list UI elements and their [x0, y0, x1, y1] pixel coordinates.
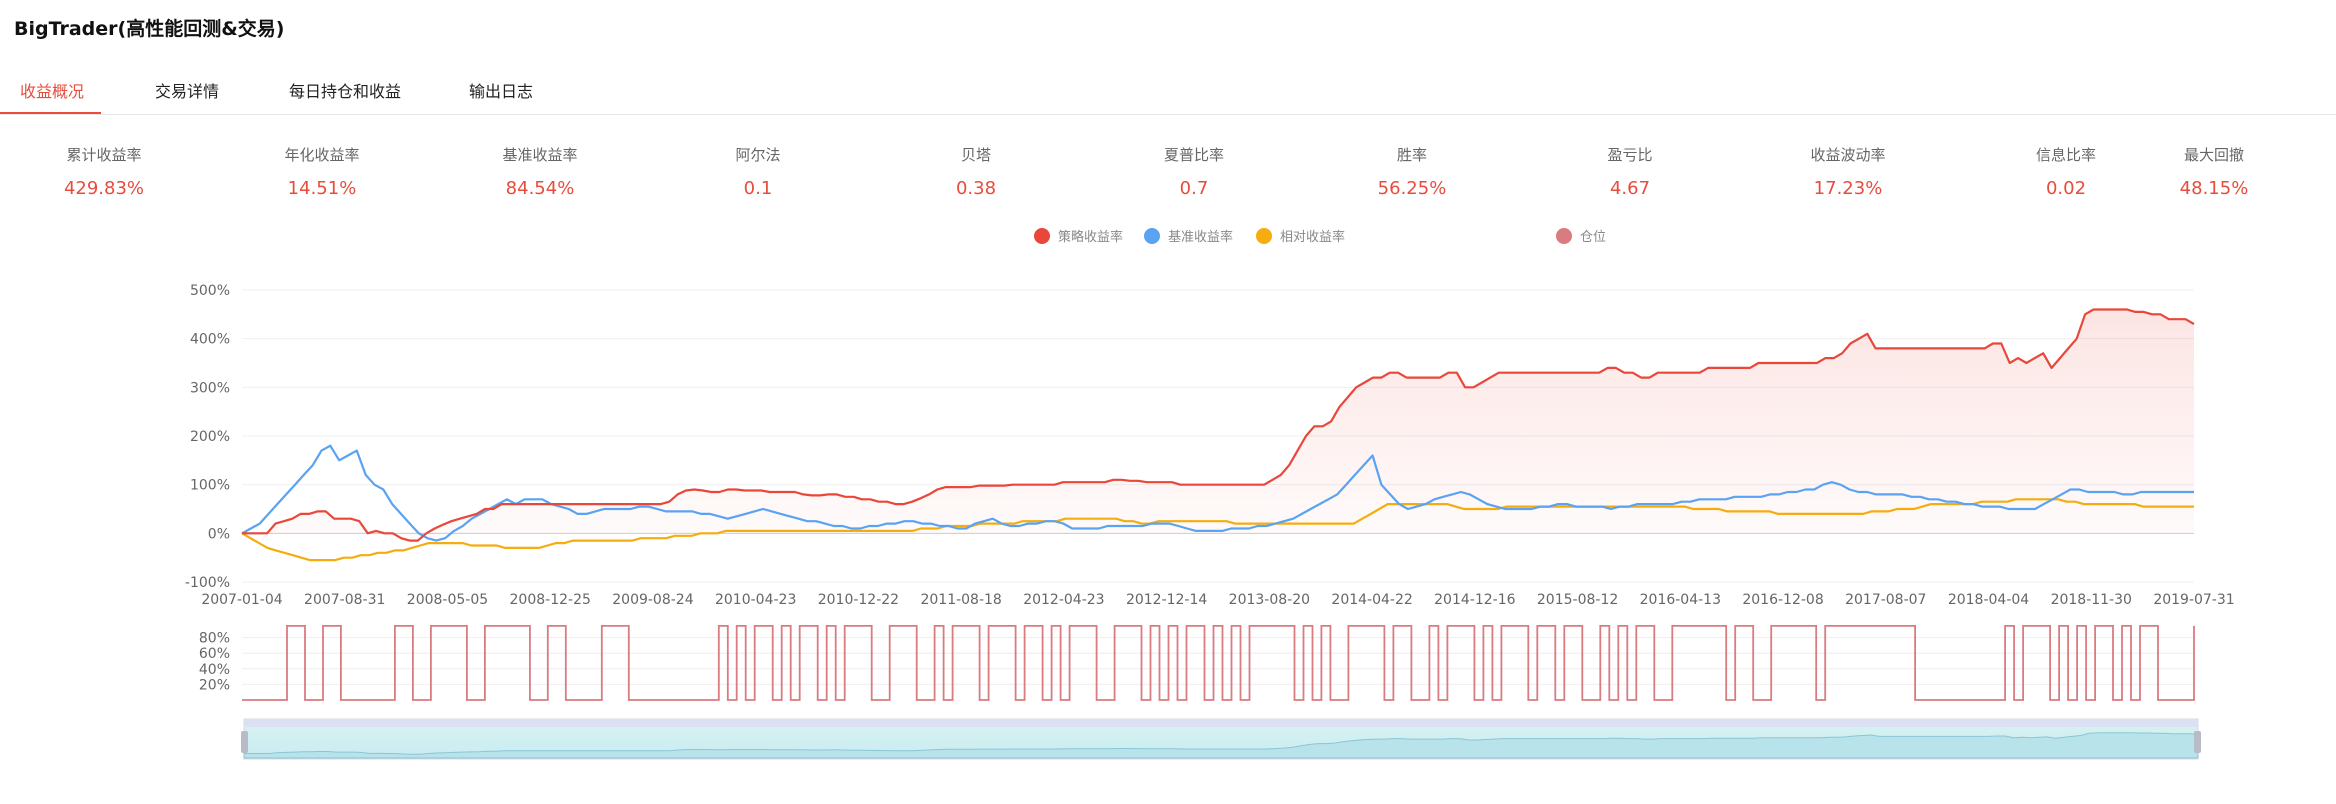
legend-label: 相对收益率	[1280, 230, 1346, 245]
x-tick-label: 2014-12-16	[1434, 592, 1515, 608]
x-tick-label: 2016-12-08	[1742, 592, 1823, 608]
strategy-area	[242, 309, 2194, 541]
x-tick-label: 2012-04-23	[1023, 592, 1104, 608]
y-tick-label: 400%	[190, 332, 230, 348]
metric-label: 阿尔法	[735, 146, 781, 164]
x-tick-label: 2013-08-20	[1229, 592, 1310, 608]
legend-label: 仓位	[1580, 230, 1607, 245]
y-tick-label: 200%	[190, 429, 230, 445]
x-tick-label: 2008-12-25	[510, 592, 591, 608]
x-tick-label: 2014-04-22	[1331, 592, 1412, 608]
legend-label: 基准收益率	[1168, 230, 1234, 245]
y-tick-label: 0%	[208, 526, 230, 542]
metric-volatility: 收益波动率 17.23%	[1758, 144, 1938, 199]
series-line-strategy	[242, 308, 2195, 542]
x-tick-label: 2012-12-14	[1126, 592, 1207, 608]
tab-daily-holdings[interactable]: 每日持仓和收益	[289, 82, 402, 101]
metric-label: 累计收益率	[66, 146, 142, 164]
legend-position[interactable]: 仓位	[1556, 226, 1606, 245]
x-tick-label: 2009-08-24	[612, 592, 693, 608]
legend-relative[interactable]: 相对收益率	[1256, 226, 1345, 245]
x-tick-label: 2018-11-30	[2051, 592, 2132, 608]
zoom-slider[interactable]	[241, 718, 2201, 760]
app-title: BigTrader(高性能回测&交易)	[14, 18, 285, 40]
y-tick-label: 300%	[190, 380, 230, 396]
x-tick-label: 2010-12-22	[818, 592, 899, 608]
legend-dot-icon	[1256, 228, 1272, 244]
x-tick-label: 2015-08-12	[1537, 592, 1618, 608]
metric-label: 收益波动率	[1810, 146, 1886, 164]
x-tick-label: 2018-04-04	[1948, 592, 2029, 608]
y-tick-label: 100%	[190, 478, 230, 494]
legend-dot-icon	[1556, 228, 1572, 244]
position-y-tick-label: 40%	[199, 662, 230, 678]
metric-value: 0.02	[2045, 178, 2087, 199]
position-y-tick-label: 20%	[199, 677, 230, 693]
x-tick-label: 2017-08-07	[1845, 592, 1926, 608]
legend-dot-icon	[1034, 228, 1050, 244]
x-tick-label: 2010-04-23	[715, 592, 796, 608]
x-tick-label: 2007-08-31	[304, 592, 385, 608]
metric-label: 信息比率	[2035, 146, 2096, 164]
legend-dot-icon	[1144, 228, 1160, 244]
legend-label: 策略收益率	[1058, 230, 1124, 245]
position-y-tick-label: 80%	[199, 631, 230, 647]
position-y-tick-label: 60%	[199, 646, 230, 662]
metric-value: 84.54%	[505, 178, 575, 199]
metric-label: 贝塔	[960, 146, 991, 164]
metric-value: 14.51%	[287, 178, 357, 199]
metric-value: 0.7	[1179, 178, 1209, 199]
y-tick-label: -100%	[185, 575, 230, 591]
metric-win-rate: 胜率 56.25%	[1322, 144, 1502, 199]
metric-sharpe: 夏普比率 0.7	[1104, 144, 1284, 199]
x-tick-label: 2007-01-04	[201, 592, 282, 608]
metric-label: 基准收益率	[502, 146, 578, 164]
metric-value: 0.38	[955, 178, 997, 199]
metric-value: 429.83%	[63, 178, 145, 199]
metric-value: 56.25%	[1377, 178, 1447, 199]
zoom-handle-left[interactable]	[241, 731, 248, 753]
metric-value: 48.15%	[2179, 178, 2249, 199]
tab-trade-details[interactable]: 交易详情	[155, 82, 220, 101]
zoom-handle-right[interactable]	[2194, 731, 2201, 753]
zoom-slider-profile	[243, 732, 2199, 759]
metric-label: 年化收益率	[284, 146, 360, 164]
series-line-benchmark	[241, 444, 2194, 542]
zoom-slider-bar[interactable]	[244, 719, 2198, 727]
series-line-relative	[241, 498, 2194, 562]
metric-beta: 贝塔 0.38	[886, 144, 1066, 199]
x-tick-label: 2016-04-13	[1640, 592, 1721, 608]
metric-alpha: 阿尔法 0.1	[668, 144, 848, 199]
metric-value: 0.1	[743, 178, 773, 199]
tab-bar: 收益概况 交易详情 每日持仓和收益 输出日志	[0, 74, 2336, 115]
metric-cumulative-return: 累计收益率 429.83%	[14, 144, 194, 199]
active-tab-indicator	[0, 112, 101, 114]
position-line	[242, 625, 2195, 701]
legend-strategy[interactable]: 策略收益率	[1034, 226, 1123, 245]
x-tick-label: 2008-05-05	[407, 592, 488, 608]
x-tick-label: 2011-08-18	[920, 592, 1001, 608]
x-tick-label: 2019-07-31	[2153, 592, 2234, 608]
metric-label: 夏普比率	[1163, 146, 1224, 164]
metric-label: 最大回撤	[2183, 146, 2244, 164]
tab-output-log[interactable]: 输出日志	[469, 82, 534, 101]
legend-benchmark[interactable]: 基准收益率	[1144, 226, 1233, 245]
metric-max-drawdown: 最大回撤 48.15%	[2124, 144, 2304, 199]
y-tick-label: 500%	[190, 283, 230, 299]
metric-label: 胜率	[1396, 146, 1427, 164]
metric-label: 盈亏比	[1607, 146, 1653, 164]
tab-summary[interactable]: 收益概况	[20, 82, 85, 101]
metric-information-ratio: 信息比率 0.02	[1976, 144, 2156, 199]
metric-value: 4.67	[1609, 178, 1651, 199]
metric-profit-loss-ratio: 盈亏比 4.67	[1540, 144, 1720, 199]
metric-annualized-return: 年化收益率 14.51%	[232, 144, 412, 199]
metric-value: 17.23%	[1813, 178, 1883, 199]
metric-benchmark-return: 基准收益率 84.54%	[450, 144, 630, 199]
